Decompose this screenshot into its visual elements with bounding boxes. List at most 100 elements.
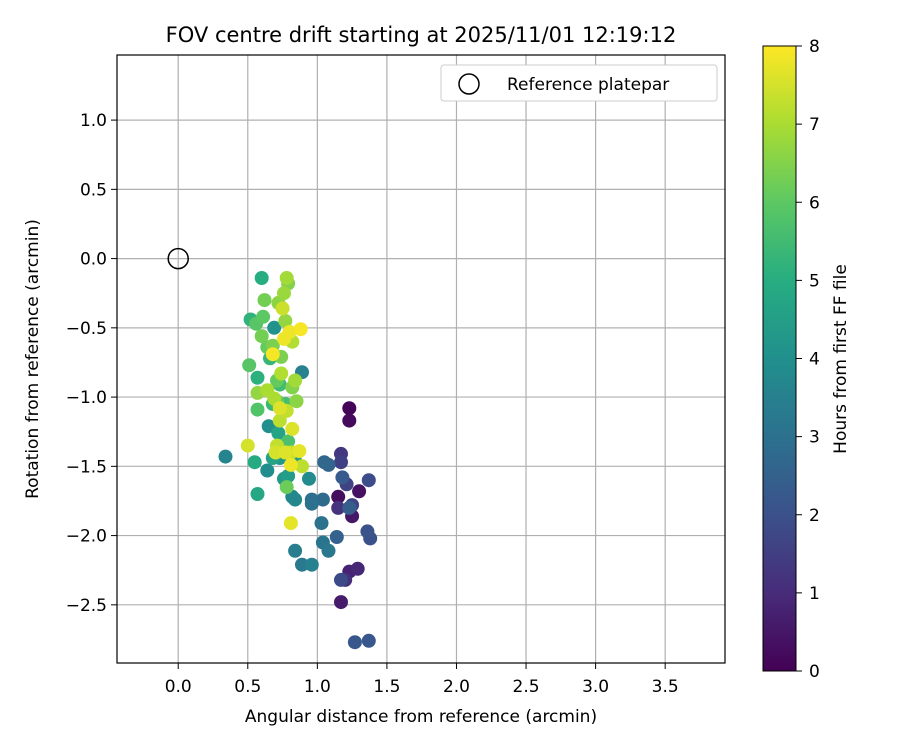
data-point — [331, 500, 346, 515]
data-point — [302, 471, 316, 486]
data-point — [254, 271, 269, 285]
data-points — [218, 271, 378, 650]
x-tick-label: 0.5 — [234, 677, 261, 697]
reference-marker-group — [167, 247, 189, 270]
data-point — [281, 469, 296, 483]
data-point — [279, 480, 294, 495]
data-point — [295, 557, 309, 572]
data-point — [288, 373, 303, 388]
data-point — [329, 530, 344, 544]
data-point — [283, 457, 298, 472]
data-point — [277, 286, 291, 301]
data-point — [288, 543, 303, 558]
data-point — [314, 516, 329, 531]
colorbar-label: Hours from first FF file — [831, 264, 851, 454]
data-point — [257, 293, 272, 308]
data-point — [278, 445, 293, 460]
data-point — [250, 487, 265, 501]
x-axis-ticks: 0.0 0.5 1.0 1.5 2.0 2.5 3.0 3.5 — [165, 663, 679, 697]
data-point — [260, 463, 275, 478]
y-tick-label: 0.0 — [80, 250, 107, 270]
legend-entry-reference-platepar: Reference platepar — [507, 75, 669, 95]
data-point — [289, 394, 304, 409]
data-point — [278, 313, 293, 328]
x-tick-label: 2.0 — [443, 677, 470, 697]
data-point — [304, 557, 319, 572]
y-tick-label: −2.5 — [66, 596, 107, 616]
data-point — [304, 496, 319, 511]
data-point — [256, 309, 271, 324]
reference-platepar-marker — [167, 247, 189, 270]
data-point — [315, 492, 330, 507]
legend: Reference platepar — [440, 64, 718, 102]
data-point — [268, 445, 283, 460]
data-point — [361, 633, 376, 648]
data-point — [271, 426, 286, 441]
data-point — [274, 366, 289, 381]
data-point — [242, 358, 257, 373]
data-point — [334, 572, 348, 587]
plot-area-frame — [116, 54, 726, 664]
colorbar-tick-label: 3 — [809, 428, 820, 448]
data-point — [267, 320, 282, 335]
y-tick-label: −1.0 — [66, 388, 107, 408]
data-point — [347, 635, 362, 650]
legend-reference-marker — [458, 73, 480, 95]
y-tick-label: −2.0 — [66, 527, 107, 547]
colorbar-tick-label: 0 — [809, 662, 820, 682]
data-point — [261, 419, 276, 434]
data-point — [288, 492, 303, 507]
grid-lines — [117, 55, 725, 663]
data-point — [361, 473, 376, 488]
data-point — [265, 347, 280, 362]
chart-title: FOV centre drift starting at 2025/11/01 … — [166, 23, 677, 47]
data-point — [352, 484, 367, 499]
y-axis-label: Rotation from reference (arcmin) — [23, 219, 43, 499]
data-point — [275, 301, 290, 316]
y-tick-label: −0.5 — [66, 319, 107, 339]
data-point — [350, 561, 365, 576]
data-point — [254, 329, 269, 344]
x-axis-label: Angular distance from reference (arcmin) — [245, 707, 597, 727]
data-point — [250, 370, 265, 385]
colorbar-tick-label: 2 — [809, 506, 820, 526]
colorbar-tick-label: 6 — [809, 193, 820, 213]
data-point — [250, 402, 265, 417]
data-point — [272, 401, 287, 416]
y-tick-label: 0.5 — [80, 180, 107, 200]
x-tick-label: 3.5 — [652, 677, 679, 697]
data-point — [218, 449, 233, 464]
data-point — [335, 470, 350, 485]
y-tick-label: 1.0 — [80, 111, 107, 131]
data-point — [342, 500, 357, 515]
data-point — [279, 271, 294, 285]
data-point — [334, 595, 348, 610]
data-point — [342, 401, 357, 416]
data-point — [292, 444, 307, 459]
data-point — [295, 459, 309, 474]
x-tick-label: 1.5 — [373, 677, 400, 697]
data-point — [331, 489, 346, 504]
x-tick-label: 2.5 — [513, 677, 540, 697]
data-point — [281, 434, 296, 449]
legend-box — [440, 64, 718, 102]
data-point — [317, 455, 332, 470]
x-tick-label: 1.0 — [304, 677, 331, 697]
data-point — [285, 421, 300, 436]
y-tick-label: −1.5 — [66, 457, 107, 477]
colorbar-tick-label: 4 — [809, 350, 820, 370]
colorbar — [762, 45, 797, 672]
colorbar-ticks: 0 1 2 3 4 5 6 7 8 — [796, 37, 820, 682]
colorbar-tick-label: 8 — [809, 37, 820, 57]
data-point — [321, 543, 336, 558]
colorbar-tick-label: 7 — [809, 115, 820, 135]
y-axis-ticks: 1.0 0.5 0.0 −0.5 −1.0 −1.5 −2.0 −2.5 — [66, 111, 117, 616]
x-tick-label: 3.0 — [582, 677, 609, 697]
data-point — [360, 524, 375, 539]
data-point — [293, 322, 308, 337]
data-point — [334, 455, 348, 470]
colorbar-tick-label: 5 — [809, 271, 820, 291]
data-point — [240, 438, 255, 453]
data-point — [282, 325, 297, 339]
